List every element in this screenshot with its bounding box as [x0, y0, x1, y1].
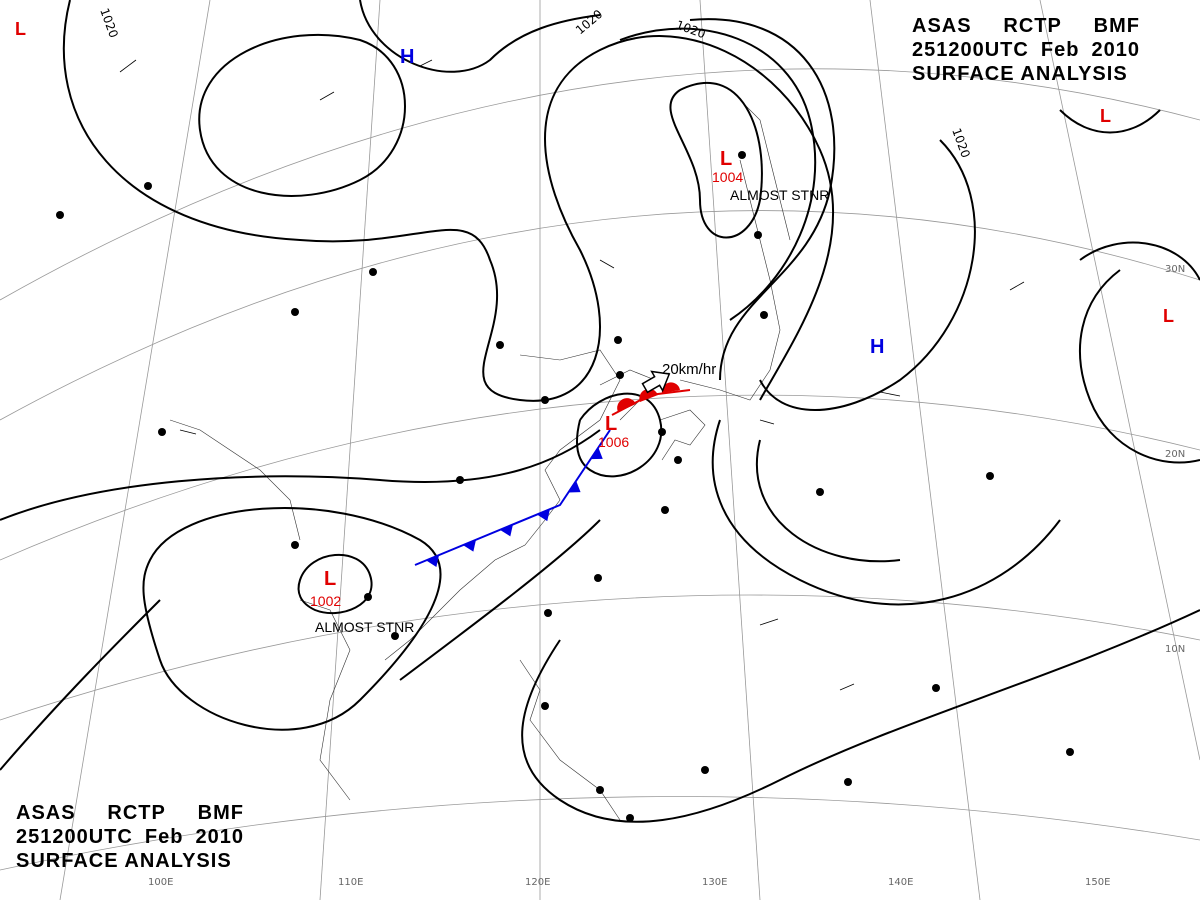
isobar	[359, 0, 601, 73]
isobar	[297, 553, 373, 615]
longitude-label: 110E	[338, 877, 363, 888]
isobar	[689, 18, 836, 381]
chart-header-bottom: ASAS RCTP BMF 251200UTC Feb 2010 SURFACE…	[16, 801, 244, 873]
low-symbol: L	[720, 148, 732, 170]
longitude-label: 120E	[525, 877, 550, 888]
isobar-value-label: 1020	[97, 6, 121, 39]
pressure-center-low: L 1002 ALMOST STNR	[310, 568, 414, 635]
latitude-label: 20N	[1165, 449, 1185, 460]
code-label: BMF	[1093, 15, 1140, 37]
month-label: Feb	[144, 826, 184, 848]
month-label: Feb	[1040, 39, 1080, 61]
high-symbol: H	[870, 336, 884, 358]
motion-speed-label: 20km/hr	[662, 361, 716, 378]
pressure-center-low: L 1004 ALMOST STNR	[712, 148, 829, 203]
station-plots	[56, 151, 1074, 822]
agency-label: ASAS	[912, 15, 972, 37]
cold-front-triangle	[590, 447, 603, 460]
isobar	[755, 439, 901, 563]
high-symbol: H	[400, 46, 414, 68]
chart-title: SURFACE ANALYSIS	[912, 63, 1128, 85]
isobar	[0, 599, 161, 771]
year-label: 2010	[195, 826, 244, 848]
cold-front-triangle	[536, 509, 550, 522]
isobar	[711, 419, 1061, 606]
year-label: 2010	[1091, 39, 1140, 61]
isobar	[759, 139, 976, 411]
isobar	[62, 0, 835, 402]
longitude-label: 100E	[148, 877, 173, 888]
isobar	[619, 27, 817, 321]
low-pressure-value: 1006	[598, 434, 629, 450]
cold-front-triangle	[568, 480, 581, 493]
isobar	[1079, 241, 1200, 464]
chart-header-top: ASAS RCTP BMF 251200UTC Feb 2010 SURFACE…	[912, 14, 1140, 86]
low-symbol: L	[1163, 306, 1174, 326]
low-symbol: L	[605, 413, 617, 435]
cold-front	[414, 429, 611, 567]
datetime-label: 251200UTC	[912, 39, 1029, 61]
center-label: RCTP	[1003, 15, 1062, 37]
isobar	[669, 82, 763, 239]
code-label: BMF	[197, 802, 244, 824]
isobar-value-label: 1020	[573, 7, 605, 37]
pressure-center-low: L 1006	[598, 413, 629, 450]
cold-front-triangle	[500, 524, 513, 537]
datetime-label: 251200UTC	[16, 826, 133, 848]
low-movement-note: ALMOST STNR	[730, 187, 829, 203]
low-movement-note: ALMOST STNR	[315, 619, 414, 635]
latitude-label: 30N	[1165, 264, 1185, 275]
motion-arrow	[641, 370, 671, 394]
isobar	[399, 519, 601, 681]
isobars	[0, 0, 1200, 823]
isobar	[198, 33, 406, 197]
station-plots	[119, 59, 1025, 691]
agency-label: ASAS	[16, 802, 76, 824]
longitude-label: 150E	[1085, 877, 1110, 888]
latitude-label: 10N	[1165, 644, 1185, 655]
low-pressure-value: 1004	[712, 169, 743, 185]
isobar	[576, 392, 663, 478]
low-symbol: L	[324, 568, 336, 590]
isobar	[521, 609, 1200, 823]
isobar	[142, 507, 442, 731]
isobar	[0, 429, 601, 521]
low-symbol: L	[15, 19, 26, 39]
warm-front	[611, 382, 691, 416]
longitude-label: 130E	[702, 877, 727, 888]
coastlines	[169, 99, 791, 821]
low-symbol: L	[1100, 106, 1111, 126]
chart-title: SURFACE ANALYSIS	[16, 850, 232, 872]
longitude-label: 140E	[888, 877, 913, 888]
isobar	[1059, 109, 1161, 134]
center-label: RCTP	[107, 802, 166, 824]
cold-front-triangle	[426, 555, 440, 567]
cold-front-triangle	[463, 539, 476, 552]
low-pressure-value: 1002	[310, 593, 341, 609]
